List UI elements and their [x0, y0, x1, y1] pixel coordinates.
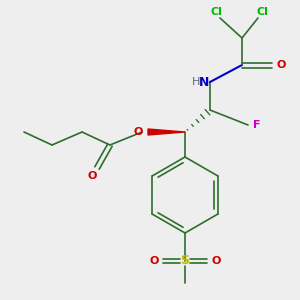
Text: H: H	[192, 77, 200, 87]
Text: O: O	[149, 256, 159, 266]
Polygon shape	[148, 129, 185, 135]
Text: O: O	[133, 127, 143, 137]
Text: S: S	[181, 254, 190, 268]
Text: O: O	[211, 256, 221, 266]
Text: Cl: Cl	[210, 7, 222, 17]
Text: N: N	[199, 76, 209, 88]
Text: O: O	[87, 171, 97, 181]
Text: F: F	[253, 120, 261, 130]
Text: O: O	[276, 60, 286, 70]
Text: Cl: Cl	[256, 7, 268, 17]
